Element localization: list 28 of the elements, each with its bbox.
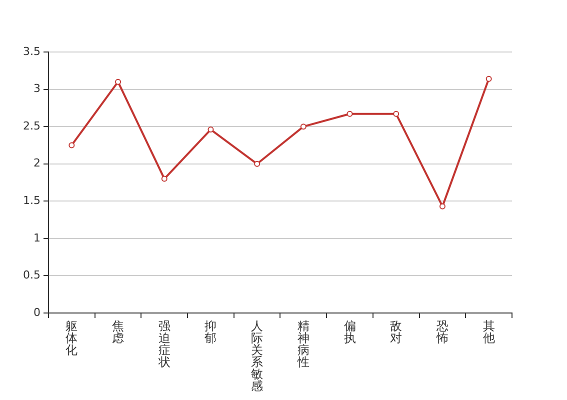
point [161,176,168,182]
x-tick-label: 其他 [482,319,495,346]
point [346,110,353,117]
x-tick-label: 精神病性 [296,319,310,370]
y-tick-label: 0 [33,306,40,319]
point [68,142,75,148]
x-tick-label: 强迫症状 [157,319,170,370]
x-tick-label: 抑郁 [204,319,217,346]
point [486,76,492,82]
y-tick-label: 1.5 [22,194,40,207]
y-tick-label: 0.5 [22,268,40,282]
x-tick-label: 人际关系敏感 [251,319,264,394]
x-tick-label: 躯体化 [66,319,78,358]
y-tick-label: 3.5 [22,44,40,58]
point [439,203,446,210]
x-tick-label: 敌对 [390,319,402,346]
x-tick-label: 偏执 [344,319,356,346]
point [115,78,122,85]
x-tick-label: 恐怖 [435,319,448,346]
y-tick-label: 3 [33,82,40,96]
x-tick-label: 焦虑 [112,319,124,346]
y-tick-label: 2 [33,156,40,170]
point [254,160,260,167]
y-tick-label: 2.5 [22,119,40,132]
point [393,110,400,117]
y-tick-label: 1 [33,231,40,244]
point [300,124,306,130]
point [208,126,214,133]
